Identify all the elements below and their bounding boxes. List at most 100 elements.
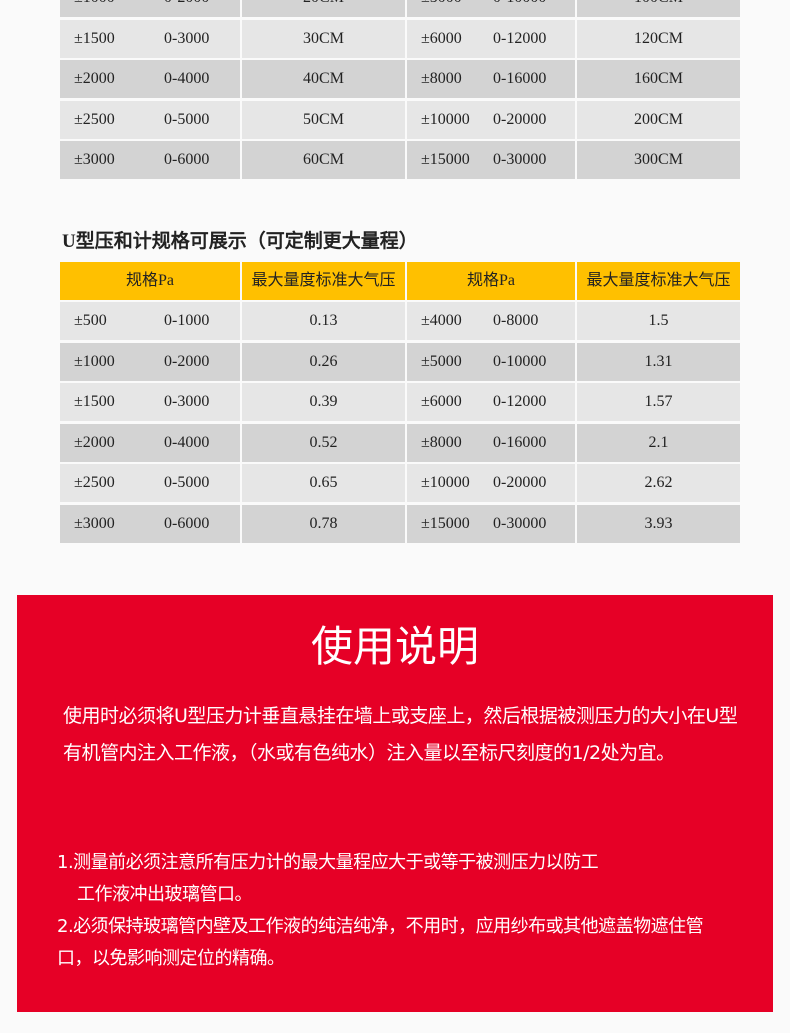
measure-range: 0-4000 — [164, 433, 210, 451]
table-row: ±1500 0-3000 30CM ±6000 0-12000 120CM — [60, 19, 740, 58]
value-cell: 0.65 — [242, 464, 405, 502]
table-row: ±2500 0-5000 0.65 ±10000 0-20000 2.62 — [60, 464, 740, 502]
value-cell: 40CM — [242, 60, 405, 98]
table-row: ±1000 0-2000 0.26 ±5000 0-10000 1.31 — [60, 342, 740, 381]
column-header: 最大量度标准大气压 — [242, 262, 405, 300]
pressure-range: ±1500 — [74, 29, 115, 47]
spec-cell: ±1000 0-2000 — [60, 342, 240, 381]
list-item: 2.必须保持玻璃管内壁及工作液的纯洁纯净，不用时，应用纱布或其他遮盖物遮住管口，… — [57, 911, 737, 975]
value-cell: 1.31 — [577, 342, 740, 381]
value-cell: 0.78 — [242, 504, 405, 543]
measure-range: 0-2000 — [164, 0, 209, 17]
measure-range: 0-20000 — [493, 110, 547, 128]
pressure-range: ±10000 — [421, 474, 470, 491]
instructions-list: 1.测量前必须注意所有压力计的最大量程应大于或等于被测压力以防工 工作液冲出玻璃… — [57, 847, 737, 975]
spec-cell: ±10000 0-20000 — [407, 464, 575, 502]
value-cell: 20CM — [242, 0, 405, 17]
spec-cell: ±4000 0-8000 — [407, 302, 575, 340]
pressure-range: ±3000 — [74, 514, 115, 532]
measure-range: 0-12000 — [493, 29, 547, 47]
value-cell: 50CM — [242, 100, 405, 139]
value-cell: 120CM — [577, 19, 740, 58]
pressure-range: ±15000 — [421, 514, 470, 532]
measure-range: 0-3000 — [164, 393, 210, 410]
measure-range: 0-4000 — [164, 70, 210, 87]
measure-range: 0-10000 — [493, 0, 546, 17]
value-cell: 30CM — [242, 19, 405, 58]
pressure-range: ±2000 — [74, 70, 115, 87]
spec-cell: ±10000 0-20000 — [407, 100, 575, 139]
spec-cell: ±1500 0-3000 — [60, 383, 240, 421]
pressure-range: ±6000 — [421, 393, 462, 410]
instructions-paragraph: 使用时必须将U型压力计垂直悬挂在墙上或支座上，然后根据被测压力的大小在U型有机管… — [63, 705, 738, 764]
list-item-continued: 工作液冲出玻璃管口。 — [77, 884, 253, 905]
spec-cell: ±2000 0-4000 — [60, 423, 240, 462]
pressure-range: ±8000 — [421, 433, 462, 451]
table-row: ±2000 0-4000 0.52 ±8000 0-16000 2.1 — [60, 423, 740, 462]
spec-cell: ±8000 0-16000 — [407, 60, 575, 98]
value-cell: 60CM — [242, 141, 405, 179]
section-title: U型压和计规格可展示（可定制更大量程） — [62, 231, 418, 252]
table-row: ±1000 0-2000 20CM ±5000 0-10000 100CM — [60, 0, 740, 17]
pressure-range: ±3000 — [74, 151, 115, 168]
measure-range: 0-12000 — [493, 393, 547, 410]
measure-range: 0-20000 — [493, 474, 547, 491]
spec-cell: ±1000 0-2000 — [60, 0, 240, 17]
value-cell: 0.52 — [242, 423, 405, 462]
column-header: 规格Pa — [407, 262, 575, 300]
table-row: ±3000 0-6000 60CM ±15000 0-30000 300CM — [60, 141, 740, 179]
measure-range: 0-16000 — [493, 70, 547, 87]
value-cell: 300CM — [577, 141, 740, 179]
spec-cell: ±5000 0-10000 — [407, 342, 575, 381]
measure-range: 0-6000 — [164, 151, 210, 168]
pressure-range: ±1000 — [74, 352, 115, 370]
table-row: ±2500 0-5000 50CM ±10000 0-20000 200CM — [60, 100, 740, 139]
table-row: ±2000 0-4000 40CM ±8000 0-16000 160CM — [60, 60, 740, 98]
spec-cell: ±15000 0-30000 — [407, 504, 575, 543]
pressure-range: ±4000 — [421, 312, 462, 329]
table-row: ±500 0-1000 0.13 ±4000 0-8000 1.5 — [60, 302, 740, 340]
pressure-range: ±500 — [74, 312, 107, 329]
list-item-text: 1.测量前必须注意所有压力计的最大量程应大于或等于被测压力以防工 — [57, 852, 599, 873]
value-cell: 100CM — [577, 0, 740, 17]
spec-cell: ±6000 0-12000 — [407, 383, 575, 421]
spec-cell: ±2500 0-5000 — [60, 464, 240, 502]
spec-cell: ±3000 0-6000 — [60, 504, 240, 543]
spec-cell: ±3000 0-6000 — [60, 141, 240, 179]
measure-range: 0-30000 — [493, 514, 547, 532]
measure-range: 0-8000 — [493, 312, 539, 329]
instructions-title: 使用说明 — [310, 622, 479, 671]
table-row: ±3000 0-6000 0.78 ±15000 0-30000 3.93 — [60, 504, 740, 543]
pressure-range: ±5000 — [421, 352, 462, 370]
measure-range: 0-2000 — [164, 352, 210, 370]
pressure-range: ±1500 — [74, 393, 115, 410]
list-item: 1.测量前必须注意所有压力计的最大量程应大于或等于被测压力以防工 工作液冲出玻璃… — [57, 847, 737, 911]
value-cell: 3.93 — [577, 504, 740, 543]
column-header: 最大量度标准大气压 — [577, 262, 740, 300]
value-cell: 0.13 — [242, 302, 405, 340]
table-row: ±1500 0-3000 0.39 ±6000 0-12000 1.57 — [60, 383, 740, 421]
pressure-range: ±2000 — [74, 433, 115, 451]
spec-cell: ±2000 0-4000 — [60, 60, 240, 98]
pressure-range: ±10000 — [421, 110, 470, 128]
value-cell: 0.26 — [242, 342, 405, 381]
measure-range: 0-5000 — [164, 474, 210, 491]
spec-cell: ±1500 0-3000 — [60, 19, 240, 58]
pressure-range: ±2500 — [74, 474, 115, 491]
measure-range: 0-3000 — [164, 29, 210, 47]
list-item-text: 2.必须保持玻璃管内壁及工作液的纯洁纯净，不用时，应用纱布或其他遮盖物遮住管口，… — [57, 916, 704, 969]
value-cell: 1.57 — [577, 383, 740, 421]
spec-cell: ±500 0-1000 — [60, 302, 240, 340]
table-header: 规格Pa 最大量度标准大气压 规格Pa 最大量度标准大气压 — [60, 262, 740, 300]
measure-range: 0-30000 — [493, 151, 547, 168]
spec-cell: ±6000 0-12000 — [407, 19, 575, 58]
spec-cell: ±2500 0-5000 — [60, 100, 240, 139]
measure-range: 0-5000 — [164, 110, 210, 128]
spec-cell: ±15000 0-30000 — [407, 141, 575, 179]
pressure-range: ±5000 — [421, 0, 462, 17]
value-cell: 2.62 — [577, 464, 740, 502]
value-cell: 0.39 — [242, 383, 405, 421]
pressure-range: ±8000 — [421, 70, 462, 87]
measure-range: 0-16000 — [493, 433, 547, 451]
pressure-range: ±15000 — [421, 151, 470, 168]
